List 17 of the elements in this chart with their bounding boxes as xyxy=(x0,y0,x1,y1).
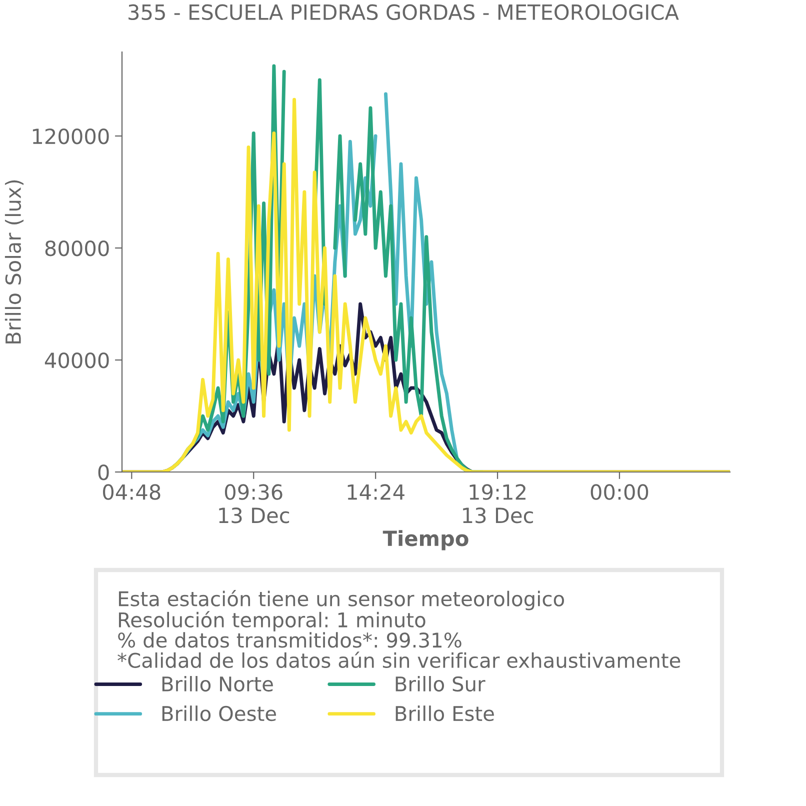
x-tick-label: 09:36 13 Dec xyxy=(219,484,290,524)
y-tick-label: 80000 xyxy=(45,240,109,256)
x-tick-label: 14:24 xyxy=(348,484,404,500)
legend-label: Brillo Oeste xyxy=(162,706,276,722)
x-tick-label: 19:12 13 Dec xyxy=(463,484,533,524)
legend-label: Brillo Sur xyxy=(396,676,486,692)
chart-title: 355 - ESCUELA PIEDRAS GORDAS - METEOROLOGICA xyxy=(128,4,679,20)
legend-label: Brillo Este xyxy=(396,706,494,722)
x-tick-label: 00:00 xyxy=(590,484,648,500)
y-axis-title: Brillo Solar (lux) xyxy=(4,180,24,344)
y-tick-label: 40000 xyxy=(44,352,109,368)
text: Esta estación tiene un sensor meteorologico Resolución temporal: 1 minuto % de datos transmitidos*: 99.31% *Calidad de los datos aún sin verificar exhaustivamente xyxy=(118,590,680,668)
legend-label: Brillo Norte xyxy=(162,676,273,692)
x-tick-label: 04:48 xyxy=(103,484,160,500)
x-axis-title: Tiempo xyxy=(382,530,468,550)
y-tick-label: 120000 xyxy=(32,128,109,144)
y-tick-label: 0 xyxy=(98,464,109,480)
